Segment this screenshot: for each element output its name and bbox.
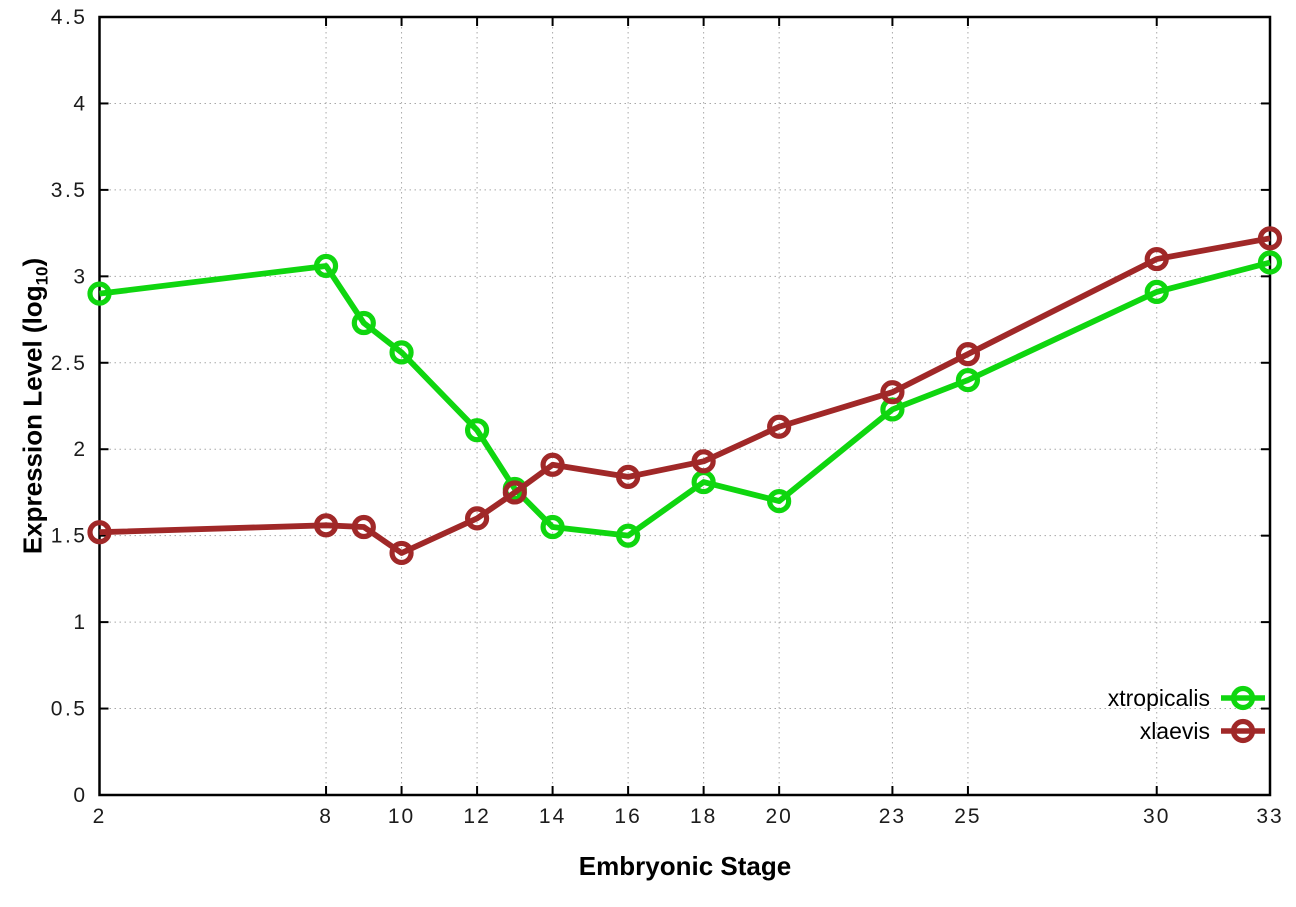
legend: xtropicalis xlaevis	[1108, 684, 1266, 745]
data-point-xlaevis	[313, 513, 339, 538]
x-tick-label: 16	[614, 805, 641, 828]
data-point-xlaevis	[1144, 246, 1169, 272]
data-point-xtropicalis	[464, 418, 490, 443]
y-tick-label: 0	[73, 784, 87, 807]
data-point-xtropicalis	[540, 514, 565, 540]
y-tick-label: 4	[73, 92, 87, 115]
x-tick-label: 30	[1143, 805, 1170, 828]
data-point-xlaevis	[87, 520, 112, 545]
data-point-xtropicalis	[767, 488, 792, 514]
y-tick-label: 1	[73, 611, 87, 634]
data-point-xtropicalis	[616, 523, 641, 548]
data-point-xlaevis	[351, 514, 376, 540]
data-point-xtropicalis	[955, 367, 981, 393]
line-marker-sample-icon	[1221, 685, 1265, 711]
x-tick-label: 25	[954, 805, 981, 828]
y-tick-label: 4.5	[51, 6, 88, 29]
data-point-xtropicalis	[351, 310, 376, 336]
x-tick-label: 18	[690, 805, 717, 828]
data-point-xtropicalis	[87, 281, 112, 306]
x-tick-label: 20	[765, 805, 792, 828]
x-tick-label: 33	[1256, 805, 1283, 828]
x-tick-label: 10	[388, 805, 415, 828]
data-point-xlaevis	[616, 464, 641, 489]
series-line-xtropicalis	[99, 259, 1271, 539]
x-tick-label: 8	[319, 805, 333, 828]
legend-item-xtropicalis: xtropicalis	[1108, 684, 1266, 712]
data-point-xlaevis	[1257, 226, 1283, 251]
y-tick-label: 0.5	[51, 698, 88, 721]
data-point-xlaevis	[955, 342, 981, 367]
data-point-xlaevis	[389, 540, 414, 566]
x-tick-label: 23	[879, 805, 906, 828]
y-tick-label: 2	[73, 438, 87, 461]
y-tick-label: 1.5	[51, 525, 88, 548]
data-point-xlaevis	[464, 506, 490, 531]
data-point-xlaevis	[880, 380, 905, 405]
legend-item-xlaevis: xlaevis	[1140, 717, 1266, 745]
data-point-xtropicalis	[1257, 250, 1283, 275]
data-point-xtropicalis	[389, 340, 414, 365]
y-tick-label: 3	[73, 265, 87, 288]
y-tick-label: 3.5	[51, 179, 88, 202]
data-point-xlaevis	[502, 480, 527, 505]
x-tick-label: 14	[539, 805, 566, 828]
data-point-xlaevis	[691, 449, 716, 474]
legend-label: xtropicalis	[1107, 685, 1210, 711]
legend-label: xlaevis	[1139, 718, 1210, 744]
data-point-xlaevis	[767, 414, 792, 439]
x-tick-label: 2	[93, 805, 107, 828]
line-marker-sample-icon	[1221, 718, 1265, 744]
data-point-xtropicalis	[313, 253, 339, 279]
data-point-xlaevis	[540, 452, 565, 477]
x-tick-label: 12	[463, 805, 490, 828]
data-point-xtropicalis	[1144, 279, 1169, 304]
series-line-xlaevis	[99, 235, 1271, 556]
plot-border	[98, 15, 1272, 797]
y-tick-label: 2.5	[51, 352, 88, 375]
